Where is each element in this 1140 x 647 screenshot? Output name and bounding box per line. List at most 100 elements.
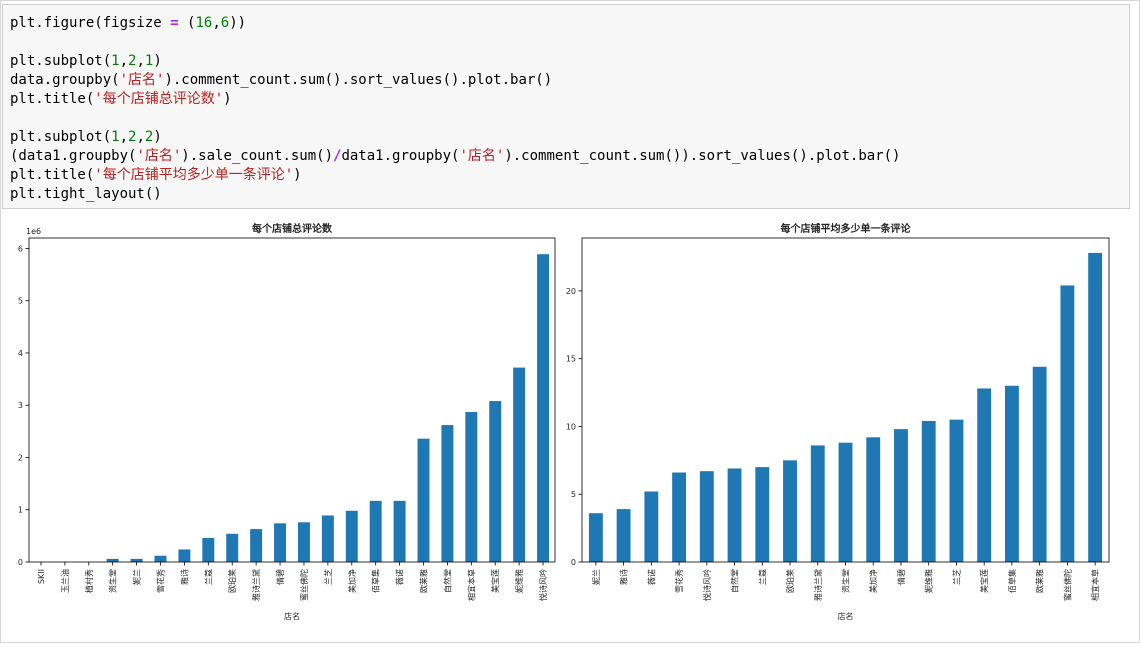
chart-title: 每个店铺平均多少单一条评论 <box>781 222 912 235</box>
x-tick-label: 玉兰油 <box>60 569 70 593</box>
code-editor[interactable]: plt.figure(figsize = (16,6))​plt.subplot… <box>10 14 900 204</box>
x-tick-label: 资生堂 <box>108 569 118 593</box>
x-tick-label: 美宝莲 <box>979 569 989 593</box>
code-token: '店名' <box>459 148 505 164</box>
code-token: , <box>119 129 129 145</box>
code-token: , <box>136 53 145 69</box>
bar <box>345 510 358 562</box>
y-tick-label: 3 <box>18 401 23 410</box>
bar <box>921 421 936 562</box>
code-token: ) <box>153 53 162 69</box>
code-token: 1 <box>111 53 120 69</box>
code-token: '店名' <box>119 72 165 88</box>
x-tick-label: 雅诗 <box>619 569 629 585</box>
code-token: data1.groupby( <box>341 148 460 164</box>
code-line: plt.title('每个店铺平均多少单一条评论') <box>10 166 900 185</box>
chart-total-comments: 每个店铺总评论数 店名 1e6 0 1 2 3 4 5 6 SKII 玉兰油 植村秀 资生堂 妮兰 雪花… <box>18 222 556 621</box>
code-token: ) <box>223 91 232 107</box>
code-token: plt.subplot( <box>10 129 112 145</box>
code-token: data.groupby( <box>10 72 120 88</box>
x-tick-label: 欧莱雅 <box>419 569 429 593</box>
x-axis-label: 店名 <box>838 611 854 621</box>
code-token: '每个店铺平均多少单一条评论' <box>94 167 294 183</box>
chart-title: 每个店铺总评论数 <box>252 222 333 235</box>
x-tick-label: 蜜丝佛陀 <box>299 569 309 601</box>
bar <box>465 412 478 562</box>
x-tick-label: 美加净 <box>868 569 878 593</box>
code-token: plt.title( <box>10 91 95 107</box>
x-tick-label: 植村秀 <box>84 569 94 593</box>
bar <box>250 529 263 562</box>
x-tick-label: 兰芝 <box>951 569 961 585</box>
bar <box>417 438 430 562</box>
x-tick-label: 兰蔻 <box>203 569 213 585</box>
x-axis-label: 店名 <box>284 611 300 621</box>
bar <box>297 522 310 562</box>
bar <box>588 513 603 562</box>
x-tick-label: SKII <box>37 569 46 584</box>
x-tick-label: 雅诗 <box>179 569 189 585</box>
code-token: = <box>170 15 179 31</box>
x-tick-label: 美宝莲 <box>490 569 500 593</box>
x-tick-label: 自然堂 <box>730 569 740 593</box>
x-tick-label: 妮兰 <box>591 569 601 585</box>
x-tick-label: 欧珀莱 <box>227 569 237 593</box>
code-token: ).comment_count.sum()).sort_values().plo… <box>504 148 901 164</box>
y-tick-label: 0 <box>18 558 23 567</box>
code-token: ) <box>153 129 162 145</box>
x-tick-label: 雅诗兰黛 <box>251 569 261 601</box>
code-line: plt.title('每个店铺总评论数') <box>10 90 900 109</box>
code-token: / <box>333 148 342 164</box>
x-tick-label: 倩碧 <box>275 569 285 585</box>
bar <box>1060 285 1075 562</box>
y-tick-label: 1 <box>18 506 23 515</box>
bar <box>1088 252 1103 562</box>
bar <box>838 442 853 562</box>
code-token: (data1.groupby( <box>10 148 137 164</box>
y-tick-label: 10 <box>566 422 576 431</box>
code-token: 2 <box>144 129 154 145</box>
x-tick-label: 悦诗风吟 <box>538 569 548 601</box>
x-tick-label: 兰芝 <box>323 569 333 585</box>
x-tick-label: 相宜本草 <box>1090 569 1100 601</box>
code-token: plt.tight_layout() <box>10 186 162 202</box>
x-tick-label: 佰草集 <box>1007 569 1017 593</box>
y-tick-label: 5 <box>571 490 576 499</box>
bar <box>616 509 631 562</box>
axes-frame <box>28 237 556 563</box>
code-token: plt.figure(figsize <box>10 15 171 31</box>
bar <box>977 388 992 562</box>
bar <box>202 537 215 562</box>
code-cell-input[interactable]: plt.figure(figsize = (16,6))​plt.subplot… <box>2 4 1130 209</box>
y-tick-label: 6 <box>18 244 23 253</box>
code-token: 1 <box>144 53 154 69</box>
code-line: plt.subplot(1,2,2) <box>10 128 900 147</box>
x-tick-label: 雅诗兰黛 <box>813 569 823 601</box>
code-line: plt.figure(figsize = (16,6)) <box>10 14 900 33</box>
code-line: data.groupby('店名').comment_count.sum().s… <box>10 71 900 90</box>
code-token: , <box>212 15 221 31</box>
bar <box>274 523 287 562</box>
x-tick-label: 蜜丝佛陀 <box>1062 569 1072 601</box>
output-area: 每个店铺总评论数 店名 1e6 0 1 2 3 4 5 6 SKII 玉兰油 植村秀 资生堂 妮兰 雪花… <box>0 212 1140 643</box>
y-tick-label: 20 <box>566 287 576 296</box>
bar <box>672 472 687 562</box>
bar <box>755 467 770 562</box>
code-token: '每个店铺总评论数' <box>94 91 224 107</box>
bar <box>727 468 742 562</box>
code-token: , <box>119 53 129 69</box>
x-tick-label: 雪花秀 <box>674 569 684 593</box>
x-tick-label: 佰草集 <box>371 569 381 593</box>
bar <box>441 425 454 562</box>
x-tick-label: 欧莱雅 <box>1035 569 1045 593</box>
bar <box>1004 385 1019 562</box>
x-tick-label: 倩碧 <box>896 569 906 585</box>
bar <box>1032 366 1047 562</box>
x-tick-label: 妮兰 <box>132 569 142 585</box>
code-line: plt.subplot(1,2,1) <box>10 52 900 71</box>
code-line: ​ <box>10 33 900 52</box>
code-token: plt.title( <box>10 167 95 183</box>
bar <box>321 515 334 562</box>
code-token: ).sale_count.sum() <box>181 148 334 164</box>
